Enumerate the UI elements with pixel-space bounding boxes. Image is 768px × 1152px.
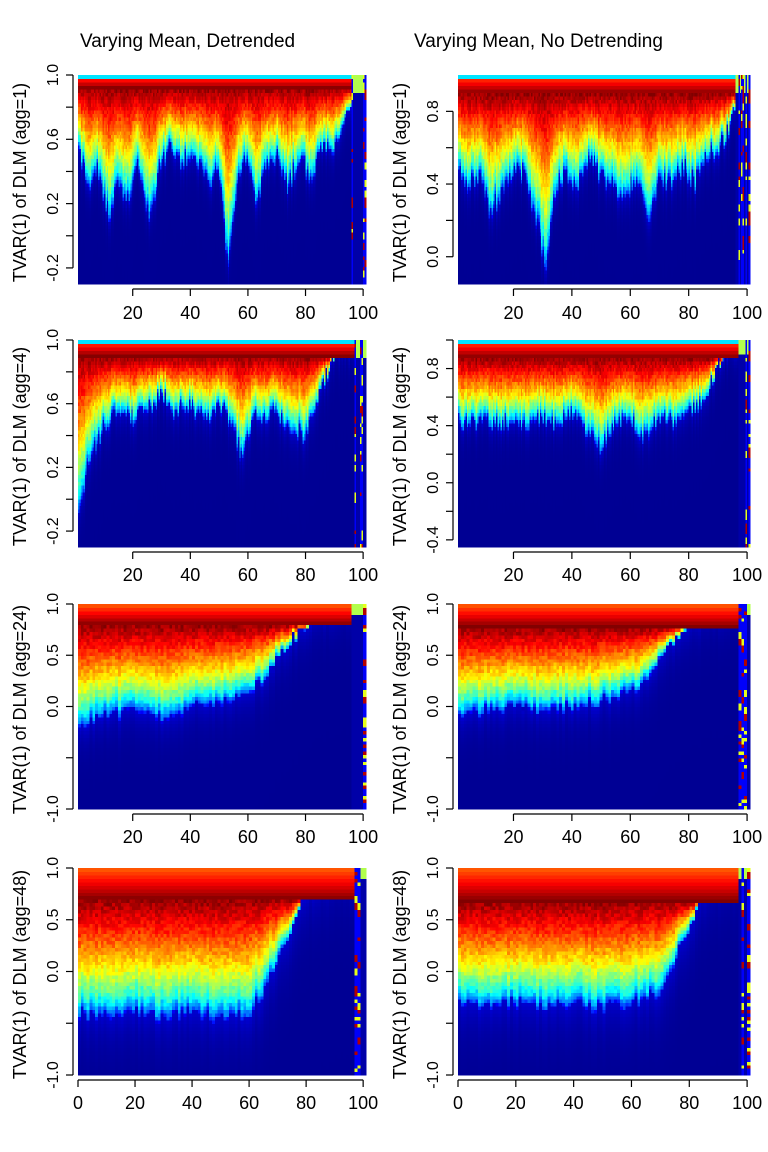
heatmap-cells <box>78 75 367 285</box>
